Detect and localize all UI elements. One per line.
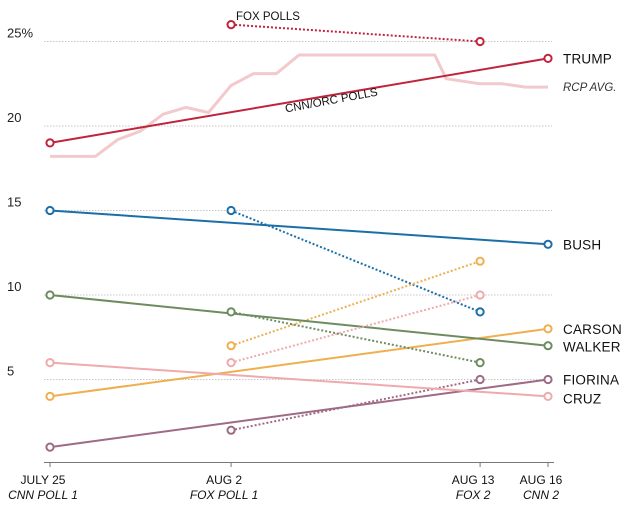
cruz-label: CRUZ xyxy=(563,391,601,406)
series-points xyxy=(45,20,553,452)
fiorina-cnn-line xyxy=(49,378,549,449)
trump-point xyxy=(45,138,55,148)
x-tick-sublabel: CNN POLL 1 xyxy=(8,488,78,502)
y-tick-label: 10 xyxy=(7,279,21,294)
cnn-polls-annotation: CNN/ORC POLLS xyxy=(284,87,379,116)
x-tick-sublabel: FOX 2 xyxy=(456,488,491,502)
fiorina-point xyxy=(543,374,553,385)
x-tick-label: AUG 13 xyxy=(452,473,495,487)
carson-cnn-line xyxy=(49,327,549,398)
trump-cnn-line xyxy=(49,57,549,144)
carson-point xyxy=(475,256,485,266)
trump-point xyxy=(475,36,485,47)
cruz-point xyxy=(475,290,485,300)
y-tick-label: 15 xyxy=(7,195,21,210)
annotations: FOX POLLS CNN/ORC POLLS xyxy=(236,11,379,116)
walker-point xyxy=(475,358,485,368)
walker-point xyxy=(226,307,236,317)
trump-point xyxy=(226,20,236,30)
trump-fox-line xyxy=(231,23,481,43)
cruz-cnn-line xyxy=(49,361,549,398)
x-tick-label: JULY 25 xyxy=(21,473,66,487)
rcp-average-layer: RCP AVG. xyxy=(50,53,616,158)
bush-label: BUSH xyxy=(563,237,601,252)
y-tick-label: 25% xyxy=(7,26,33,41)
carson-point xyxy=(45,391,55,401)
x-tick-sublabel: CNN 2 xyxy=(523,488,559,502)
walker-cnn-line xyxy=(49,294,549,347)
walker-point xyxy=(45,290,55,300)
cruz-point xyxy=(45,358,55,368)
carson-fox-line xyxy=(230,260,481,347)
series-lines xyxy=(49,23,549,449)
cruz-point xyxy=(543,391,553,401)
carson-point xyxy=(543,324,553,334)
bush-point xyxy=(45,205,55,216)
y-axis: 25% 20 15 10 5 xyxy=(7,26,33,379)
fox-polls-annotation: FOX POLLS xyxy=(236,11,300,23)
bush-cnn-line xyxy=(49,209,549,246)
x-tick-sublabel: FOX POLL 1 xyxy=(190,488,258,502)
fiorina-point xyxy=(475,374,485,385)
bush-fox-line xyxy=(230,209,481,313)
trump-point xyxy=(543,53,553,64)
fiorina-point xyxy=(226,425,236,435)
bush-point xyxy=(475,307,485,317)
rcp-average-line xyxy=(50,53,548,158)
x-tick-label: AUG 16 xyxy=(520,473,563,487)
carson-label: CARSON xyxy=(563,322,622,337)
carson-point xyxy=(226,341,236,351)
y-tick-label: 5 xyxy=(7,364,14,379)
cruz-point xyxy=(226,358,236,368)
fiorina-label: FIORINA xyxy=(563,373,619,388)
grid-lines xyxy=(44,41,552,380)
bush-point xyxy=(543,239,553,249)
fiorina-point xyxy=(45,442,55,452)
cruz-fox-line xyxy=(230,294,481,364)
rcp-average-label: RCP AVG. xyxy=(563,82,616,94)
bush-point xyxy=(226,205,236,216)
walker-point xyxy=(543,341,553,351)
x-tick-label: AUG 2 xyxy=(206,473,242,487)
trump-label: TRUMP xyxy=(563,51,612,66)
series-labels: TRUMP BUSH CARSON WALKER FIORINA CRUZ xyxy=(563,51,622,406)
y-tick-label: 20 xyxy=(7,110,21,125)
walker-label: WALKER xyxy=(563,340,621,355)
